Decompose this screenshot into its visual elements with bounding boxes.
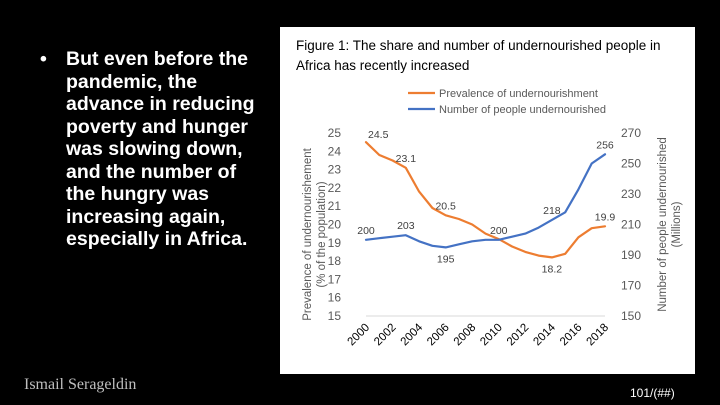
y-left-tick-label: 24 (328, 144, 342, 158)
x-tick-label: 2006 (425, 322, 452, 349)
y-left-tick-label: 16 (328, 291, 342, 305)
y-left-tick-label: 23 (328, 163, 342, 177)
bullet-text: But even before the pandemic, the advanc… (66, 48, 255, 250)
series-line-1 (364, 153, 607, 249)
y-left-tick-label: 20 (328, 218, 342, 232)
legend-label-1: Number of people undernourished (439, 104, 606, 116)
x-tick-label: 2008 (452, 322, 479, 349)
x-tick-label: 2014 (531, 321, 558, 348)
author-name: Ismail Serageldin (24, 376, 137, 393)
x-tick-label: 2012 (505, 322, 532, 349)
y-left-tick-label: 17 (328, 272, 342, 286)
y-right-axis-title: Number of people undernourished (657, 137, 669, 312)
y-right-axis-title: (Millions) (671, 201, 683, 247)
y-left-tick-label: 25 (328, 126, 342, 140)
chart-panel: Figure 1: The share and number of undern… (280, 27, 695, 374)
x-tick-label: 2002 (372, 322, 399, 349)
x-tick-label: 2016 (558, 322, 585, 349)
y-left-tick-label: 19 (328, 236, 342, 250)
data-label: 256 (596, 139, 614, 151)
y-right-tick-label: 150 (621, 309, 641, 323)
data-label: 19.9 (595, 211, 616, 223)
x-tick-label: 2010 (478, 322, 505, 349)
y-left-tick-label: 15 (328, 309, 342, 323)
y-left-axis-title: (% of the population) (316, 181, 328, 287)
y-right-tick-label: 270 (621, 126, 641, 140)
page-number: 101/(##) (630, 386, 675, 400)
data-label: 23.1 (396, 153, 417, 165)
y-right-tick-label: 210 (621, 218, 641, 232)
data-label: 195 (437, 253, 455, 265)
chart-title: Figure 1: The share and number of undern… (296, 38, 661, 73)
data-label: 18.2 (542, 263, 563, 275)
data-label: 24.5 (368, 129, 389, 141)
y-left-tick-label: 22 (328, 181, 342, 195)
series-line-0 (364, 141, 607, 259)
y-right-tick-label: 230 (621, 187, 641, 201)
data-label: 20.5 (435, 200, 456, 212)
bullet-point: • But even before the pandemic, the adva… (40, 48, 270, 251)
y-left-tick-label: 18 (328, 254, 342, 268)
data-label: 203 (397, 220, 415, 232)
y-left-tick-label: 21 (328, 199, 342, 213)
x-tick-label: 2000 (346, 322, 373, 349)
x-tick-label: 2018 (585, 322, 612, 349)
data-label: 200 (490, 225, 508, 237)
bullet-dot: • (40, 48, 47, 70)
y-right-tick-label: 250 (621, 157, 641, 171)
data-label: 218 (543, 205, 561, 217)
y-right-tick-label: 190 (621, 248, 641, 262)
legend-label-0: Prevalence of undernourishment (439, 88, 598, 100)
line-chart: 15 16 17 18 19 20 21 22 23 24 25 150 170 190 210 230 250… (302, 88, 683, 349)
y-left-axis-title: Prevalence of undernourishement (302, 147, 314, 320)
y-right-tick-label: 170 (621, 279, 641, 293)
x-tick-label: 2004 (399, 321, 426, 348)
data-label: 200 (357, 225, 375, 237)
